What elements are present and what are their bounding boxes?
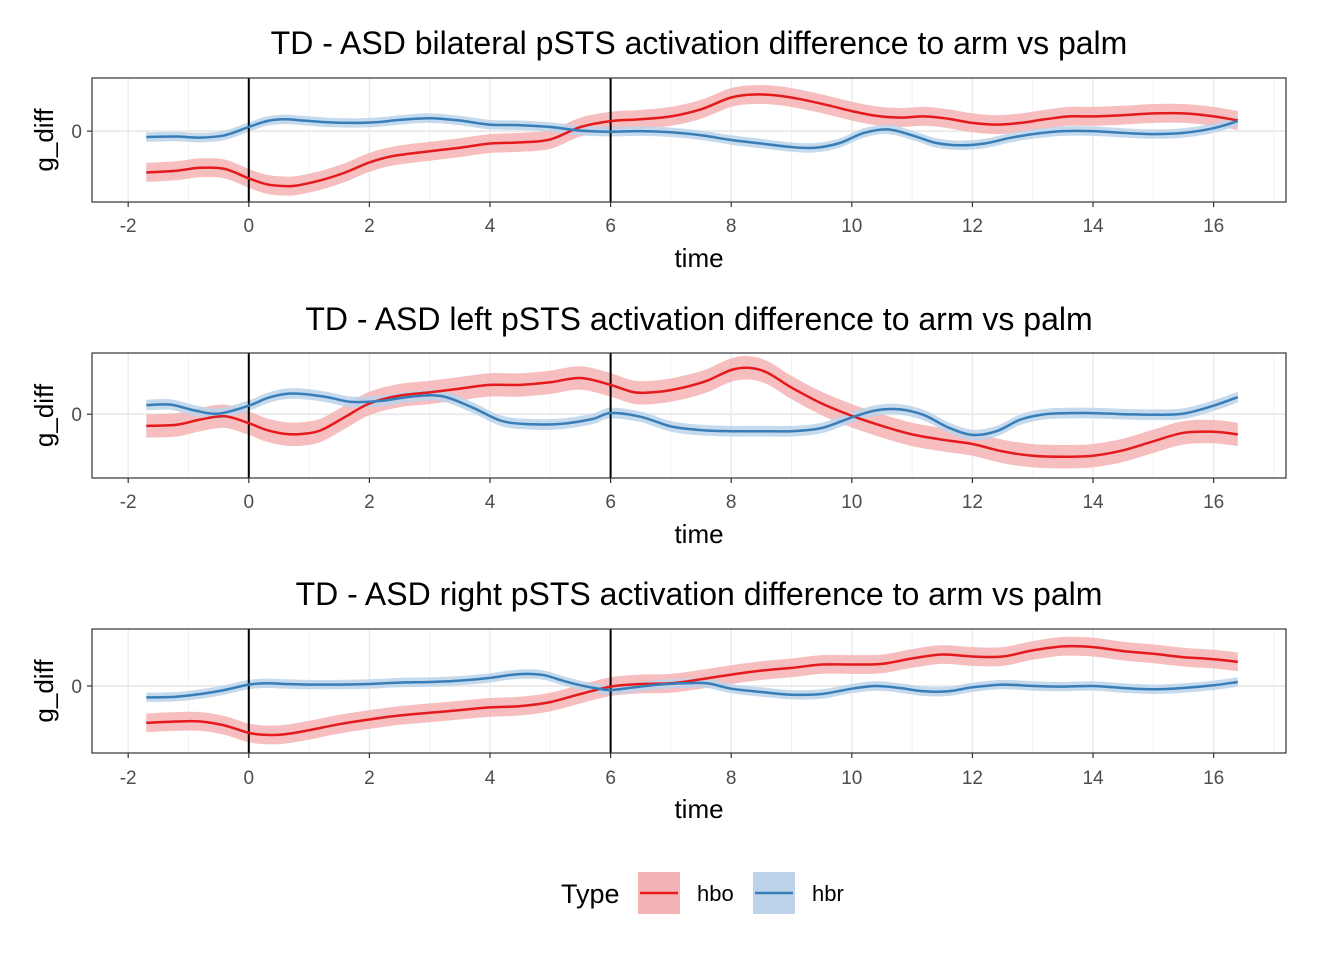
series-line-hbr	[146, 392, 1239, 437]
x-tick-label: -2	[120, 492, 137, 513]
series-line-hbo	[146, 366, 1238, 458]
x-tick-label: 8	[726, 492, 737, 513]
x-tick-label: 14	[1082, 216, 1104, 237]
x-tick-label: 10	[841, 216, 862, 237]
panel-title: TD - ASD left pSTS activation difference…	[305, 301, 1092, 337]
panel-title: TD - ASD bilateral pSTS activation diffe…	[271, 25, 1128, 61]
legend-label-hbr: hbr	[812, 881, 844, 906]
x-tick-label: 6	[605, 768, 616, 789]
x-axis-label: time	[674, 519, 723, 549]
x-tick-label: 6	[605, 492, 616, 513]
x-tick-label: 14	[1082, 492, 1104, 513]
panel-border	[91, 352, 1287, 479]
legend: Type hbo hbr	[561, 872, 844, 914]
ribbon-hbr	[146, 669, 1238, 703]
x-tick-label: 16	[1203, 768, 1224, 789]
x-tick-label: 4	[485, 216, 496, 237]
x-tick-label: 12	[962, 492, 983, 513]
facet-panel: TD - ASD bilateral pSTS activation diffe…	[29, 25, 1287, 273]
ribbon-hbo	[146, 356, 1238, 469]
x-tick-label: 12	[962, 768, 983, 789]
x-tick-label: 2	[364, 492, 375, 513]
x-tick-label: 16	[1203, 216, 1224, 237]
x-tick-label: 0	[243, 768, 254, 789]
legend-label-hbo: hbo	[697, 881, 734, 906]
y-axis-label: g_diff	[29, 659, 59, 723]
y-axis-label: g_diff	[29, 383, 59, 447]
y-tick-label: 0	[71, 405, 82, 426]
series-line-hbo	[146, 93, 1239, 188]
x-tick-label: 10	[841, 768, 862, 789]
x-tick-label: 2	[364, 768, 375, 789]
ribbon-hbo	[146, 636, 1238, 745]
x-tick-label: 2	[364, 216, 375, 237]
panel-title: TD - ASD right pSTS activation differenc…	[296, 576, 1103, 612]
x-tick-label: -2	[120, 768, 137, 789]
facet-panel: TD - ASD left pSTS activation difference…	[29, 301, 1287, 549]
x-tick-label: 10	[841, 492, 862, 513]
facet-panels: TD - ASD bilateral pSTS activation diffe…	[29, 25, 1287, 824]
x-tick-label: 16	[1203, 492, 1224, 513]
x-axis-label: time	[674, 794, 723, 824]
x-tick-label: -2	[120, 216, 137, 237]
x-tick-label: 4	[485, 492, 496, 513]
x-tick-label: 8	[726, 768, 737, 789]
x-tick-label: 0	[243, 492, 254, 513]
x-tick-label: 6	[605, 216, 616, 237]
x-axis-label: time	[674, 243, 723, 273]
y-tick-label: 0	[71, 122, 82, 143]
series-line-hbr	[146, 672, 1238, 699]
ribbon-hbo	[146, 85, 1238, 196]
legend-title: Type	[561, 879, 620, 909]
x-tick-label: 4	[485, 768, 496, 789]
y-tick-label: 0	[71, 677, 82, 698]
x-tick-label: 12	[962, 216, 983, 237]
x-tick-label: 0	[243, 216, 254, 237]
ribbon-hbr	[146, 388, 1238, 441]
series-line-hbr	[146, 116, 1239, 150]
x-tick-label: 8	[726, 216, 737, 237]
y-axis-label: g_diff	[29, 108, 59, 172]
panel-border	[91, 628, 1287, 754]
panel-border	[91, 77, 1287, 203]
facet-panel: TD - ASD right pSTS activation differenc…	[29, 576, 1287, 824]
x-tick-label: 14	[1082, 768, 1104, 789]
